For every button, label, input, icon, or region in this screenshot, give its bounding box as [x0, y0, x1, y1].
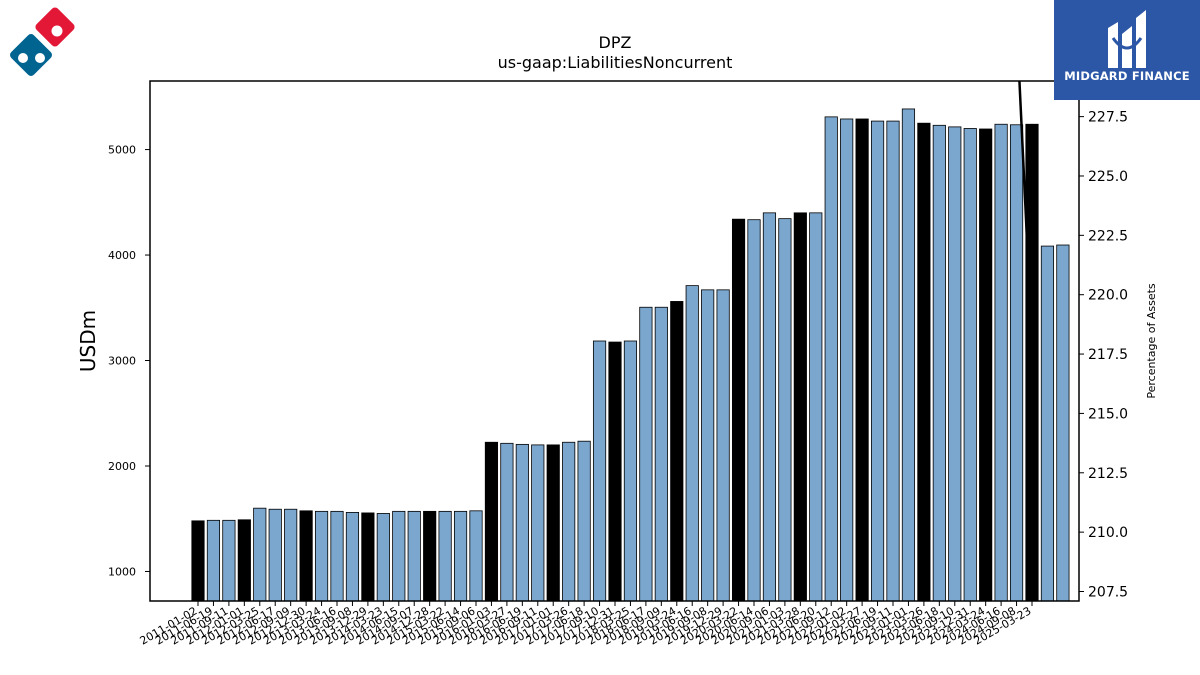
y-tick-label: 3000 — [108, 355, 136, 368]
bar-2018-09-09 — [654, 306, 668, 601]
bar-2012-03-25 — [253, 507, 267, 601]
bar-2018-06-17 — [639, 306, 653, 601]
bar-undefined — [1040, 245, 1055, 601]
y2-tick-label: 222.5 — [1088, 228, 1128, 244]
y-tick-label: 2000 — [108, 460, 136, 473]
y-tick-label: 1000 — [108, 565, 136, 578]
y-axis-label: USDm — [76, 310, 100, 372]
bar-2021-06-20 — [809, 212, 823, 601]
bar-2016-09-11 — [531, 444, 545, 601]
y2-tick-label: 212.5 — [1088, 466, 1128, 482]
bar-2015-06-14 — [453, 510, 468, 601]
bar-2021-03-28 — [793, 212, 807, 601]
bar-2011-01-02 — [191, 520, 205, 601]
bar-2016-06-19 — [515, 443, 529, 601]
bar-2013-03-24 — [314, 510, 329, 601]
midgard-finance-logo: MIDGARD FINANCE — [1054, 0, 1200, 100]
bar-2013-09-08 — [345, 511, 360, 601]
bar-2019-03-24 — [670, 301, 684, 601]
bar-2013-06-16 — [330, 510, 344, 601]
bar-2017-03-26 — [562, 441, 576, 601]
bar-2017-12-31 — [608, 341, 622, 601]
bar-2022-06-19 — [870, 120, 885, 601]
bar-2025-03-23 — [1025, 123, 1039, 601]
bar-2023-12-31 — [963, 128, 977, 601]
bar-2024-09-08 — [1009, 124, 1024, 601]
y2-tick-label: 207.5 — [1088, 585, 1128, 601]
y2-tick-label: 227.5 — [1088, 110, 1128, 126]
chart-subtitle: us-gaap:LiabilitiesNoncurrent — [498, 53, 733, 72]
bar-2016-03-27 — [500, 442, 514, 601]
dominos-logo — [6, 6, 84, 84]
bar-2024-03-24 — [979, 128, 993, 601]
bar-2022-03-27 — [855, 118, 869, 601]
y2-tick-label: 210.0 — [1088, 525, 1128, 541]
bar-series — [191, 108, 1070, 601]
bar-undefined — [1056, 244, 1070, 601]
bar-2023-09-10 — [948, 126, 962, 601]
midgard-finance-logo-icon — [1108, 10, 1146, 68]
bar-2019-09-08 — [701, 289, 715, 601]
bar-2015-03-22 — [438, 510, 452, 601]
bar-2021-09-12 — [824, 116, 838, 601]
bar-2011-09-11 — [222, 519, 236, 601]
bar-2020-09-06 — [762, 212, 777, 601]
bar-2019-12-29 — [716, 289, 730, 601]
bar-2024-06-16 — [994, 123, 1008, 601]
bar-2017-09-10 — [592, 340, 607, 601]
x-axis: 2011-01-022011-06-192011-09-112012-01-01… — [138, 601, 1034, 648]
y-tick-label: 4000 — [108, 249, 136, 262]
bar-2012-09-09 — [284, 508, 298, 601]
bar-2012-06-17 — [268, 508, 282, 601]
bar-2019-06-16 — [685, 285, 699, 601]
right-y-axis: 207.5 210.0 212.5 215.0 217.5 220.0 222.5 225.0… — [1079, 110, 1128, 601]
bar-2023-01-01 — [901, 108, 916, 601]
bar-2014-06-15 — [392, 510, 406, 601]
y-tick-label: 5000 — [108, 144, 136, 157]
chart-title: DPZ — [599, 33, 632, 52]
bar-2020-06-14 — [747, 219, 761, 601]
dominos-domino-logo-icon — [10, 7, 75, 76]
bar-2011-06-19 — [206, 519, 221, 601]
bar-2022-01-02 — [840, 118, 854, 601]
y2-tick-label: 220.0 — [1088, 288, 1128, 304]
bar-2013-12-29 — [361, 512, 375, 601]
bar-2017-01-01 — [546, 444, 560, 601]
bar-2023-03-26 — [917, 122, 931, 601]
bar-2022-09-11 — [886, 120, 900, 601]
y2-tick-label: 225.0 — [1088, 169, 1128, 185]
bar-2015-09-06 — [469, 510, 483, 601]
percent-of-assets-line — [1018, 81, 1034, 345]
bar-2012-01-01 — [237, 519, 251, 601]
bar-2023-06-18 — [932, 124, 946, 601]
bar-2018-03-25 — [623, 340, 638, 601]
midgard-finance-logo-text: MIDGARD FINANCE — [1064, 69, 1190, 83]
bar-2017-06-18 — [577, 440, 591, 601]
left-y-axis: 1000 2000 3000 4000 5000 — [108, 144, 150, 578]
bar-2020-03-22 — [731, 218, 746, 601]
percent-line-layer — [1018, 81, 1034, 345]
bar-2014-09-07 — [407, 510, 421, 601]
bar-2014-12-28 — [423, 510, 437, 601]
bar-2012-12-30 — [299, 510, 313, 601]
bar-2014-03-23 — [376, 513, 390, 601]
y2-tick-label: 215.0 — [1088, 406, 1128, 422]
bar-2021-01-03 — [778, 218, 792, 601]
bar-2016-01-03 — [484, 441, 499, 601]
y2-tick-label: 217.5 — [1088, 347, 1128, 363]
y2-axis-label: Percentage of Assets — [1145, 283, 1158, 399]
